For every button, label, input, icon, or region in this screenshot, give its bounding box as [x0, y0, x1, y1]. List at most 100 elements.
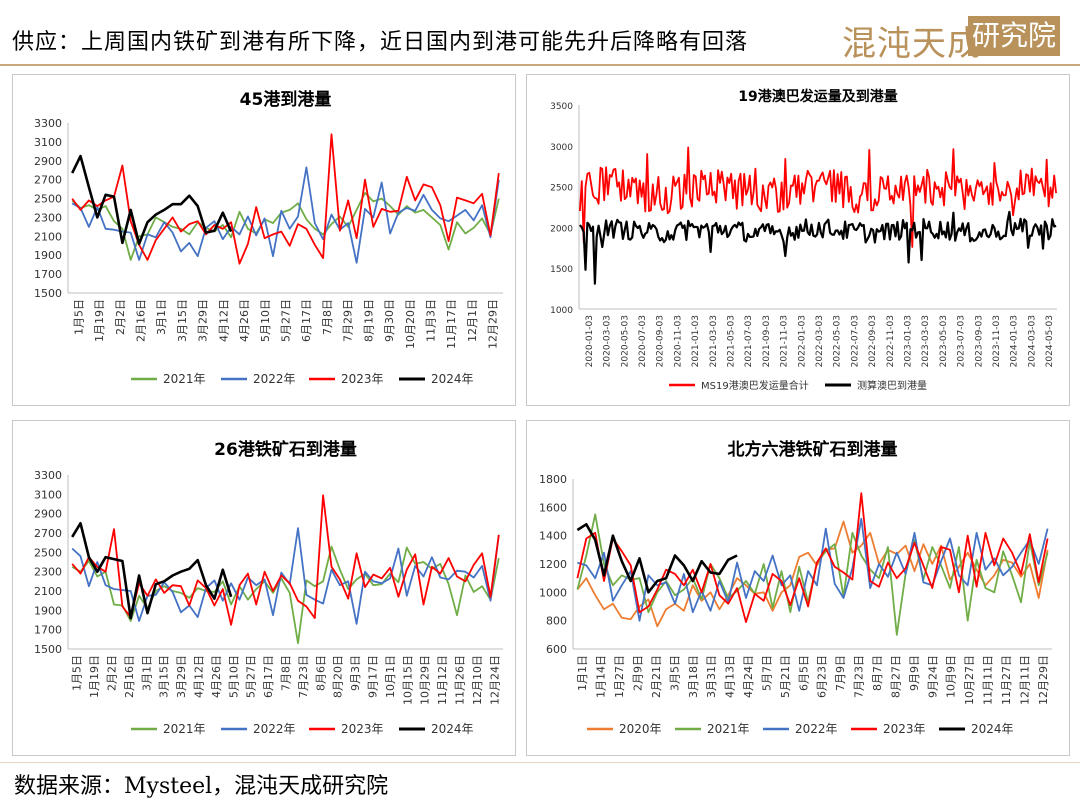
y-tick-label: 2300 — [34, 566, 62, 579]
legend-label: 2023年 — [341, 722, 384, 736]
x-tick-label: 9月17日 — [367, 655, 380, 698]
series-line-2024 — [71, 154, 233, 246]
x-tick-label: 2月16日 — [135, 299, 148, 342]
x-tick-label: 10月20日 — [404, 299, 417, 349]
x-tick-label: 6月23日 — [816, 655, 829, 698]
series-line-2022 — [71, 527, 500, 625]
chart-panel-26-ports: 26港铁矿石到港量 1500 1700 1900 2100 2300 2500 2700 290… — [12, 420, 516, 756]
page-title: 供应：上周国内铁矿到港有所下降，近日国内到港可能先升后降略有回落 — [12, 30, 749, 55]
legend-label: 测算澳巴到港量 — [857, 379, 927, 392]
x-tick-label: 2月16日 — [123, 655, 136, 698]
x-tick-label: 5月27日 — [245, 655, 258, 698]
y-tick-label: 1200 — [539, 558, 567, 571]
x-tick-label: 7月23日 — [853, 655, 866, 698]
x-tick-label: 2020-11-03 — [673, 315, 683, 367]
x-tick-label: 2020-01-03 — [585, 315, 595, 367]
x-tick-label: 11月17日 — [445, 299, 458, 349]
y-tick-label: 1600 — [539, 501, 567, 514]
x-tick-label: 11月26日 — [454, 655, 467, 705]
legend-label: 2022年 — [253, 722, 296, 736]
y-tick-label: 2500 — [34, 546, 62, 559]
chart-title: 26港铁矿石到港量 — [214, 439, 357, 460]
y-tick-label: 3000 — [550, 143, 573, 153]
x-tick-label: 1月14日 — [595, 655, 608, 698]
x-tick-label: 2021-03-03 — [709, 315, 719, 367]
y-tick-label: 3300 — [34, 469, 62, 482]
legend-label: 2020年 — [619, 722, 662, 736]
x-tick-label: 2020-05-03 — [620, 315, 630, 367]
x-tick-label: 4月13日 — [724, 655, 737, 698]
x-tick-label: 2022-03-03 — [815, 315, 825, 367]
x-tick-label: 2020-03-03 — [603, 315, 613, 367]
brand-name: 混沌天成 — [842, 24, 982, 64]
x-tick-label: 12月10日 — [471, 655, 484, 705]
y-tick-label: 2300 — [34, 211, 62, 224]
x-tick-label: 12月29日 — [487, 299, 500, 349]
y-tick-label: 1700 — [34, 624, 62, 637]
x-tick-label: 9月24日 — [926, 655, 939, 698]
chart-panel-45-ports: 45港到港量 1500 1700 1900 2100 2300 2500 2700 2900 31… — [12, 74, 516, 406]
footer-divider — [0, 762, 1080, 763]
chart-26-ports: 26港铁矿石到港量 1500 1700 1900 2100 2300 2500 2700 290… — [34, 439, 503, 736]
x-tick-label: 7月23日 — [297, 655, 310, 698]
y-tick-label: 2700 — [34, 174, 62, 187]
y-tick-label: 2100 — [34, 585, 62, 598]
x-tick-label: 11月12日 — [436, 655, 449, 705]
y-tick-label: 2000 — [550, 224, 573, 234]
x-tick-label: 2024-05-03 — [1045, 315, 1055, 367]
chart-panel-19-ports: 19港澳巴发运量及到港量 1000 1500 2000 2500 3000 3500 2020… — [526, 74, 1070, 406]
x-tick-label: 10月9日 — [945, 655, 958, 698]
x-tick-label: 2020-07-03 — [638, 315, 648, 367]
y-tick-label: 800 — [546, 615, 567, 628]
legend-label: 2021年 — [163, 372, 206, 386]
x-tick-label: 3月15日 — [158, 655, 171, 698]
x-tick-label: 12月29日 — [1037, 655, 1050, 705]
x-tick-label: 1月19日 — [88, 655, 101, 698]
y-tick-label: 1000 — [550, 306, 573, 316]
x-tick-label: 8月27日 — [889, 655, 902, 698]
y-tick-label: 1000 — [539, 586, 567, 599]
x-tick-label: 6月17日 — [262, 655, 275, 698]
x-tick-label: 2021-11-03 — [780, 315, 790, 367]
x-tick-label: 4月26日 — [210, 655, 223, 698]
x-tick-label: 5月21日 — [779, 655, 792, 698]
x-tick-label: 2月2日 — [106, 655, 119, 691]
legend-label: 2021年 — [707, 722, 750, 736]
x-tick-label: 10月29日 — [419, 655, 432, 705]
y-tick-label: 2900 — [34, 508, 62, 521]
series-line-2020 — [576, 520, 1049, 628]
x-tick-label: 12月24日 — [488, 655, 501, 705]
x-tick-label: 3月15日 — [176, 299, 189, 342]
x-tick-label: 2023-01-03 — [904, 315, 914, 367]
legend-label: 2022年 — [253, 372, 296, 386]
series-line-2024 — [71, 522, 233, 620]
series-line-2023 — [576, 492, 1049, 624]
x-tick-label: 2022-11-03 — [886, 315, 896, 367]
x-tick-label: 3月18日 — [687, 655, 700, 698]
chart-north-6-ports: 北方六港铁矿石到港量 600 800 1000 1200 1400 1600 1800 1月1日… — [539, 439, 1052, 736]
legend-label: 2024年 — [431, 722, 474, 736]
y-tick-label: 1400 — [539, 530, 567, 543]
x-tick-label: 12月1日 — [466, 299, 479, 342]
legend-label: 2023年 — [341, 372, 384, 386]
legend-label: 2022年 — [795, 722, 838, 736]
series-line-series — [579, 210, 1057, 285]
brand-box: 研究院 — [968, 16, 1060, 56]
series-line-MS19 — [579, 146, 1057, 248]
y-tick-label: 600 — [546, 643, 567, 656]
x-tick-label: 4月24日 — [742, 655, 755, 698]
chart-title: 北方六港铁矿石到港量 — [728, 439, 898, 460]
y-tick-label: 2700 — [34, 527, 62, 540]
x-tick-label: 1月5日 — [72, 299, 85, 335]
legend-label: 2024年 — [971, 722, 1014, 736]
x-tick-label: 2023-09-03 — [974, 315, 984, 367]
x-tick-label: 4月12日 — [217, 299, 230, 342]
y-tick-label: 2500 — [34, 193, 62, 206]
x-tick-label: 10月27日 — [963, 655, 976, 705]
x-tick-label: 9月30日 — [383, 299, 396, 342]
y-tick-label: 1900 — [34, 249, 62, 262]
legend-label: 2023年 — [883, 722, 926, 736]
header-divider — [0, 64, 1080, 66]
x-tick-label: 2023-11-03 — [992, 315, 1002, 367]
x-tick-label: 7月8日 — [280, 655, 293, 691]
